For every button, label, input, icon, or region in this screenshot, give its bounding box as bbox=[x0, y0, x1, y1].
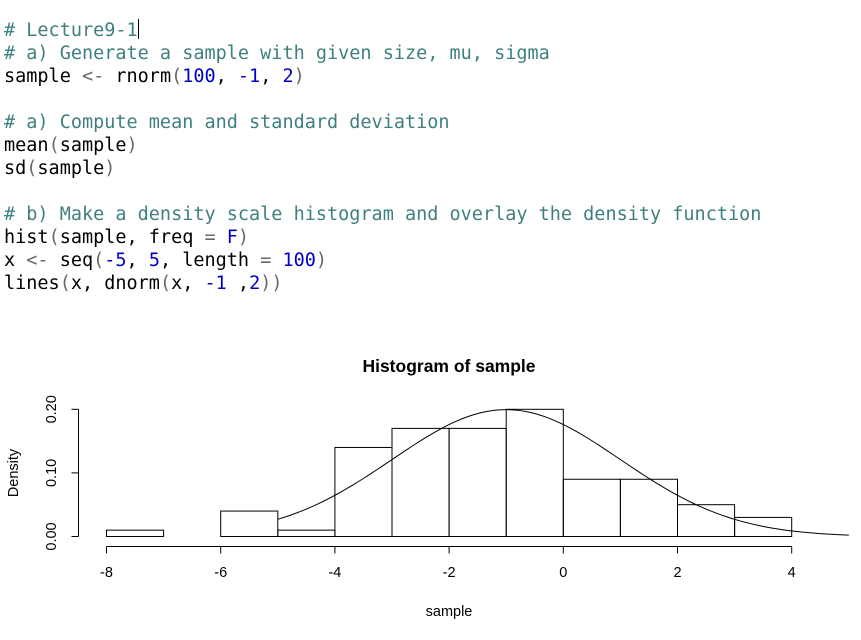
code-token: sample bbox=[4, 66, 82, 87]
code-token: # a) Compute mean and standard deviation bbox=[4, 112, 450, 133]
code-token: lines bbox=[4, 273, 60, 294]
code-token: = bbox=[260, 250, 272, 271]
x-tick-label: -8 bbox=[100, 565, 113, 581]
code-line[interactable]: x <- seq(-5, 5, length = 100) bbox=[4, 249, 761, 272]
x-axis: -8 -6 -4 -2 0 2 4 bbox=[100, 546, 796, 581]
code-line[interactable]: sample <- rnorm(100, -1, 2) bbox=[4, 65, 761, 88]
code-token: ) bbox=[237, 227, 250, 248]
code-token: <- bbox=[81, 66, 105, 87]
code-line[interactable]: # Lecture9-1 bbox=[4, 19, 761, 42]
y-tick-label: 0.00 bbox=[44, 522, 60, 550]
x-tick-label: -4 bbox=[328, 565, 341, 581]
x-tick-label: -2 bbox=[443, 565, 456, 581]
histogram-bar bbox=[391, 427, 450, 538]
code-token: -1 bbox=[237, 66, 261, 87]
code-token: , bbox=[215, 66, 238, 87]
code-token: -5 bbox=[104, 250, 127, 271]
code-token: ( bbox=[171, 66, 183, 87]
code-token: # a) Generate a sample with given size, … bbox=[4, 43, 550, 64]
x-tick-label: 0 bbox=[559, 565, 567, 581]
histogram-bar bbox=[505, 408, 564, 537]
code-editor[interactable]: # Lecture9-1 # a) Generate a sample with … bbox=[4, 19, 761, 295]
code-token: sd bbox=[4, 158, 27, 179]
code-token: sample bbox=[37, 158, 105, 179]
y-tick-label: 0.20 bbox=[44, 395, 60, 423]
y-axis: 0.00 0.10 0.20 bbox=[44, 395, 79, 551]
code-token: ( bbox=[93, 250, 105, 271]
histogram-bar bbox=[734, 516, 793, 537]
density-curve bbox=[277, 409, 849, 536]
histogram-bar bbox=[220, 510, 279, 537]
code-line[interactable]: # b) Make a density scale histogram and … bbox=[4, 203, 761, 226]
histogram-bars bbox=[106, 408, 793, 538]
code-token: ( bbox=[48, 227, 60, 248]
code-token: # b) Make a density scale histogram and … bbox=[4, 204, 762, 225]
code-token: sample, freq bbox=[59, 227, 205, 248]
code-token: ) bbox=[315, 250, 328, 271]
code-token: hist bbox=[4, 227, 49, 248]
code-token: , bbox=[260, 66, 283, 87]
code-token: ( bbox=[159, 273, 172, 294]
code-token: F bbox=[226, 227, 238, 248]
code-token: ( bbox=[48, 135, 60, 156]
code-line[interactable]: sd(sample) bbox=[4, 157, 761, 180]
code-token: = bbox=[204, 227, 216, 248]
code-token: ) bbox=[126, 135, 138, 156]
code-token: ( bbox=[59, 273, 71, 294]
code-token: , bbox=[126, 250, 149, 271]
histogram-bar bbox=[334, 446, 393, 537]
code-token: x, dnorm bbox=[70, 273, 160, 294]
code-token: <- bbox=[26, 250, 49, 271]
histogram-bar bbox=[619, 478, 679, 538]
code-token: x bbox=[4, 250, 27, 271]
text-cursor bbox=[137, 19, 139, 39]
histogram-bar bbox=[277, 529, 336, 538]
code-token: sample bbox=[59, 135, 127, 156]
histogram-bar bbox=[448, 427, 507, 538]
code-token: , bbox=[226, 273, 250, 294]
code-token: , length bbox=[159, 250, 261, 271]
code-token: x, bbox=[171, 273, 205, 294]
code-token: 100 bbox=[282, 250, 316, 271]
x-tick-label: 2 bbox=[673, 565, 681, 581]
x-axis-label: sample bbox=[426, 604, 473, 620]
y-tick-label: 0.10 bbox=[44, 459, 60, 487]
code-token: 2 bbox=[282, 66, 294, 87]
histogram-bar bbox=[562, 478, 621, 538]
code-token: 5 bbox=[148, 250, 160, 271]
code-token: # Lecture9-1 bbox=[4, 20, 138, 41]
code-token: mean bbox=[4, 135, 49, 156]
code-token: -1 bbox=[204, 273, 227, 294]
x-tick-label: -6 bbox=[214, 565, 227, 581]
code-line[interactable]: # a) Compute mean and standard deviation bbox=[4, 111, 761, 134]
chart-title: Histogram of sample bbox=[362, 356, 535, 376]
code-token: 2 bbox=[249, 273, 261, 294]
y-axis-label: Density bbox=[6, 448, 22, 497]
code-token: ) bbox=[293, 66, 305, 87]
code-token: 100 bbox=[182, 66, 216, 87]
code-token: )) bbox=[260, 273, 283, 294]
code-line[interactable]: lines(x, dnorm(x, -1 ,2)) bbox=[4, 272, 761, 295]
code-token: ( bbox=[26, 158, 38, 179]
code-line[interactable]: mean(sample) bbox=[4, 134, 761, 157]
histogram-bar bbox=[106, 529, 165, 538]
code-token: seq bbox=[48, 250, 94, 271]
x-tick-label: 4 bbox=[788, 565, 796, 581]
code-line[interactable]: # a) Generate a sample with given size, … bbox=[4, 42, 761, 65]
code-token: ) bbox=[104, 158, 116, 179]
code-token: rnorm bbox=[104, 66, 172, 87]
code-line[interactable]: hist(sample, freq = F) bbox=[4, 226, 761, 249]
